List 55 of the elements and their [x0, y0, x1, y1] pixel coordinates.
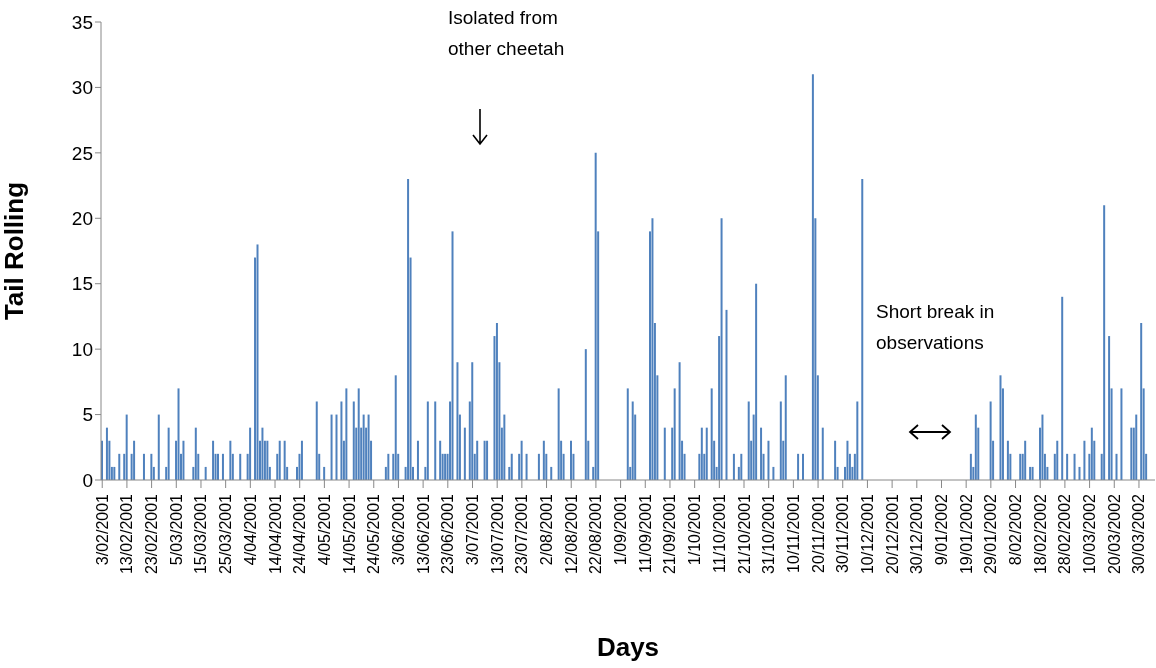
x-tick-label: 2/08/2001 — [538, 493, 556, 566]
annotation: Short break in observations — [876, 300, 996, 355]
x-tick-label: 22/08/2001 — [587, 493, 605, 575]
x-tick-label: 4/05/2001 — [315, 493, 333, 566]
x-tick-label: 20/11/2001 — [809, 493, 827, 573]
x-tick-label: 24/04/2001 — [291, 493, 309, 575]
y-tick-label: 35 — [71, 11, 93, 33]
x-tick-label: 5/03/2001 — [167, 493, 185, 566]
x-tick-label: 14/04/2001 — [266, 493, 284, 575]
x-tick-label: 13/02/2001 — [118, 493, 136, 575]
x-tick-label: 1/10/2001 — [686, 493, 704, 566]
x-tick-label: 18/02/2002 — [1031, 493, 1049, 575]
y-tick-label: 0 — [82, 469, 93, 491]
x-tick-label: 21/10/2001 — [735, 493, 753, 575]
y-tick-label: 5 — [82, 404, 93, 426]
y-tick-label: 25 — [71, 142, 93, 164]
y-tick-label: 30 — [71, 77, 93, 99]
x-tick-label: 29/01/2002 — [982, 493, 1000, 575]
x-tick-label: 30/03/2002 — [1130, 493, 1148, 575]
x-tick-label: 4/04/2001 — [241, 493, 259, 566]
x-tick-label: 13/07/2001 — [488, 493, 506, 575]
x-tick-label: 30/12/2001 — [908, 493, 926, 575]
x-tick-label: 13/06/2001 — [414, 493, 432, 575]
x-tick-label: 10/03/2002 — [1081, 493, 1099, 575]
y-tick-label: 15 — [71, 273, 93, 295]
x-axis-title: Days — [596, 632, 660, 662]
x-tick-label: 31/10/2001 — [760, 493, 778, 575]
x-tick-label: 14/05/2001 — [340, 493, 358, 575]
x-tick-label: 3/06/2001 — [389, 493, 407, 566]
x-tick-label: 20/03/2002 — [1105, 493, 1123, 575]
x-tick-label: 11/10/2001 — [710, 493, 728, 573]
x-tick-label: 23/06/2001 — [439, 493, 457, 575]
x-tick-label: 12/08/2001 — [562, 493, 580, 575]
y-tick-label: 10 — [71, 338, 93, 360]
y-axis-title: Tail Rolling — [0, 181, 30, 321]
x-tick-label: 25/03/2001 — [217, 493, 235, 575]
x-tick-label: 19/01/2002 — [957, 493, 975, 575]
x-tick-label: 23/02/2001 — [143, 493, 161, 575]
x-tick-label: 23/07/2001 — [513, 493, 531, 575]
x-tick-label: 9/01/2002 — [932, 493, 950, 566]
x-tick-label: 1/09/2001 — [612, 493, 630, 566]
x-tick-label: 11/09/2001 — [636, 493, 654, 573]
x-tick-label: 10/11/2001 — [784, 493, 802, 573]
x-tick-label: 10/12/2001 — [858, 493, 876, 575]
x-tick-label: 3/02/2001 — [93, 493, 111, 566]
x-tick-label: 20/12/2001 — [883, 493, 901, 575]
x-tick-label: 24/05/2001 — [365, 493, 383, 575]
x-tick-label: 21/09/2001 — [661, 493, 679, 575]
x-tick-label: 28/02/2002 — [1056, 493, 1074, 575]
y-tick-label: 20 — [71, 208, 93, 230]
x-tick-label: 15/03/2001 — [192, 493, 210, 575]
x-tick-label: 30/11/2001 — [834, 493, 852, 573]
annotation: Isolated from other cheetah — [448, 6, 566, 61]
x-tick-label: 3/07/2001 — [463, 493, 481, 566]
x-tick-label: 8/02/2002 — [1007, 493, 1025, 566]
